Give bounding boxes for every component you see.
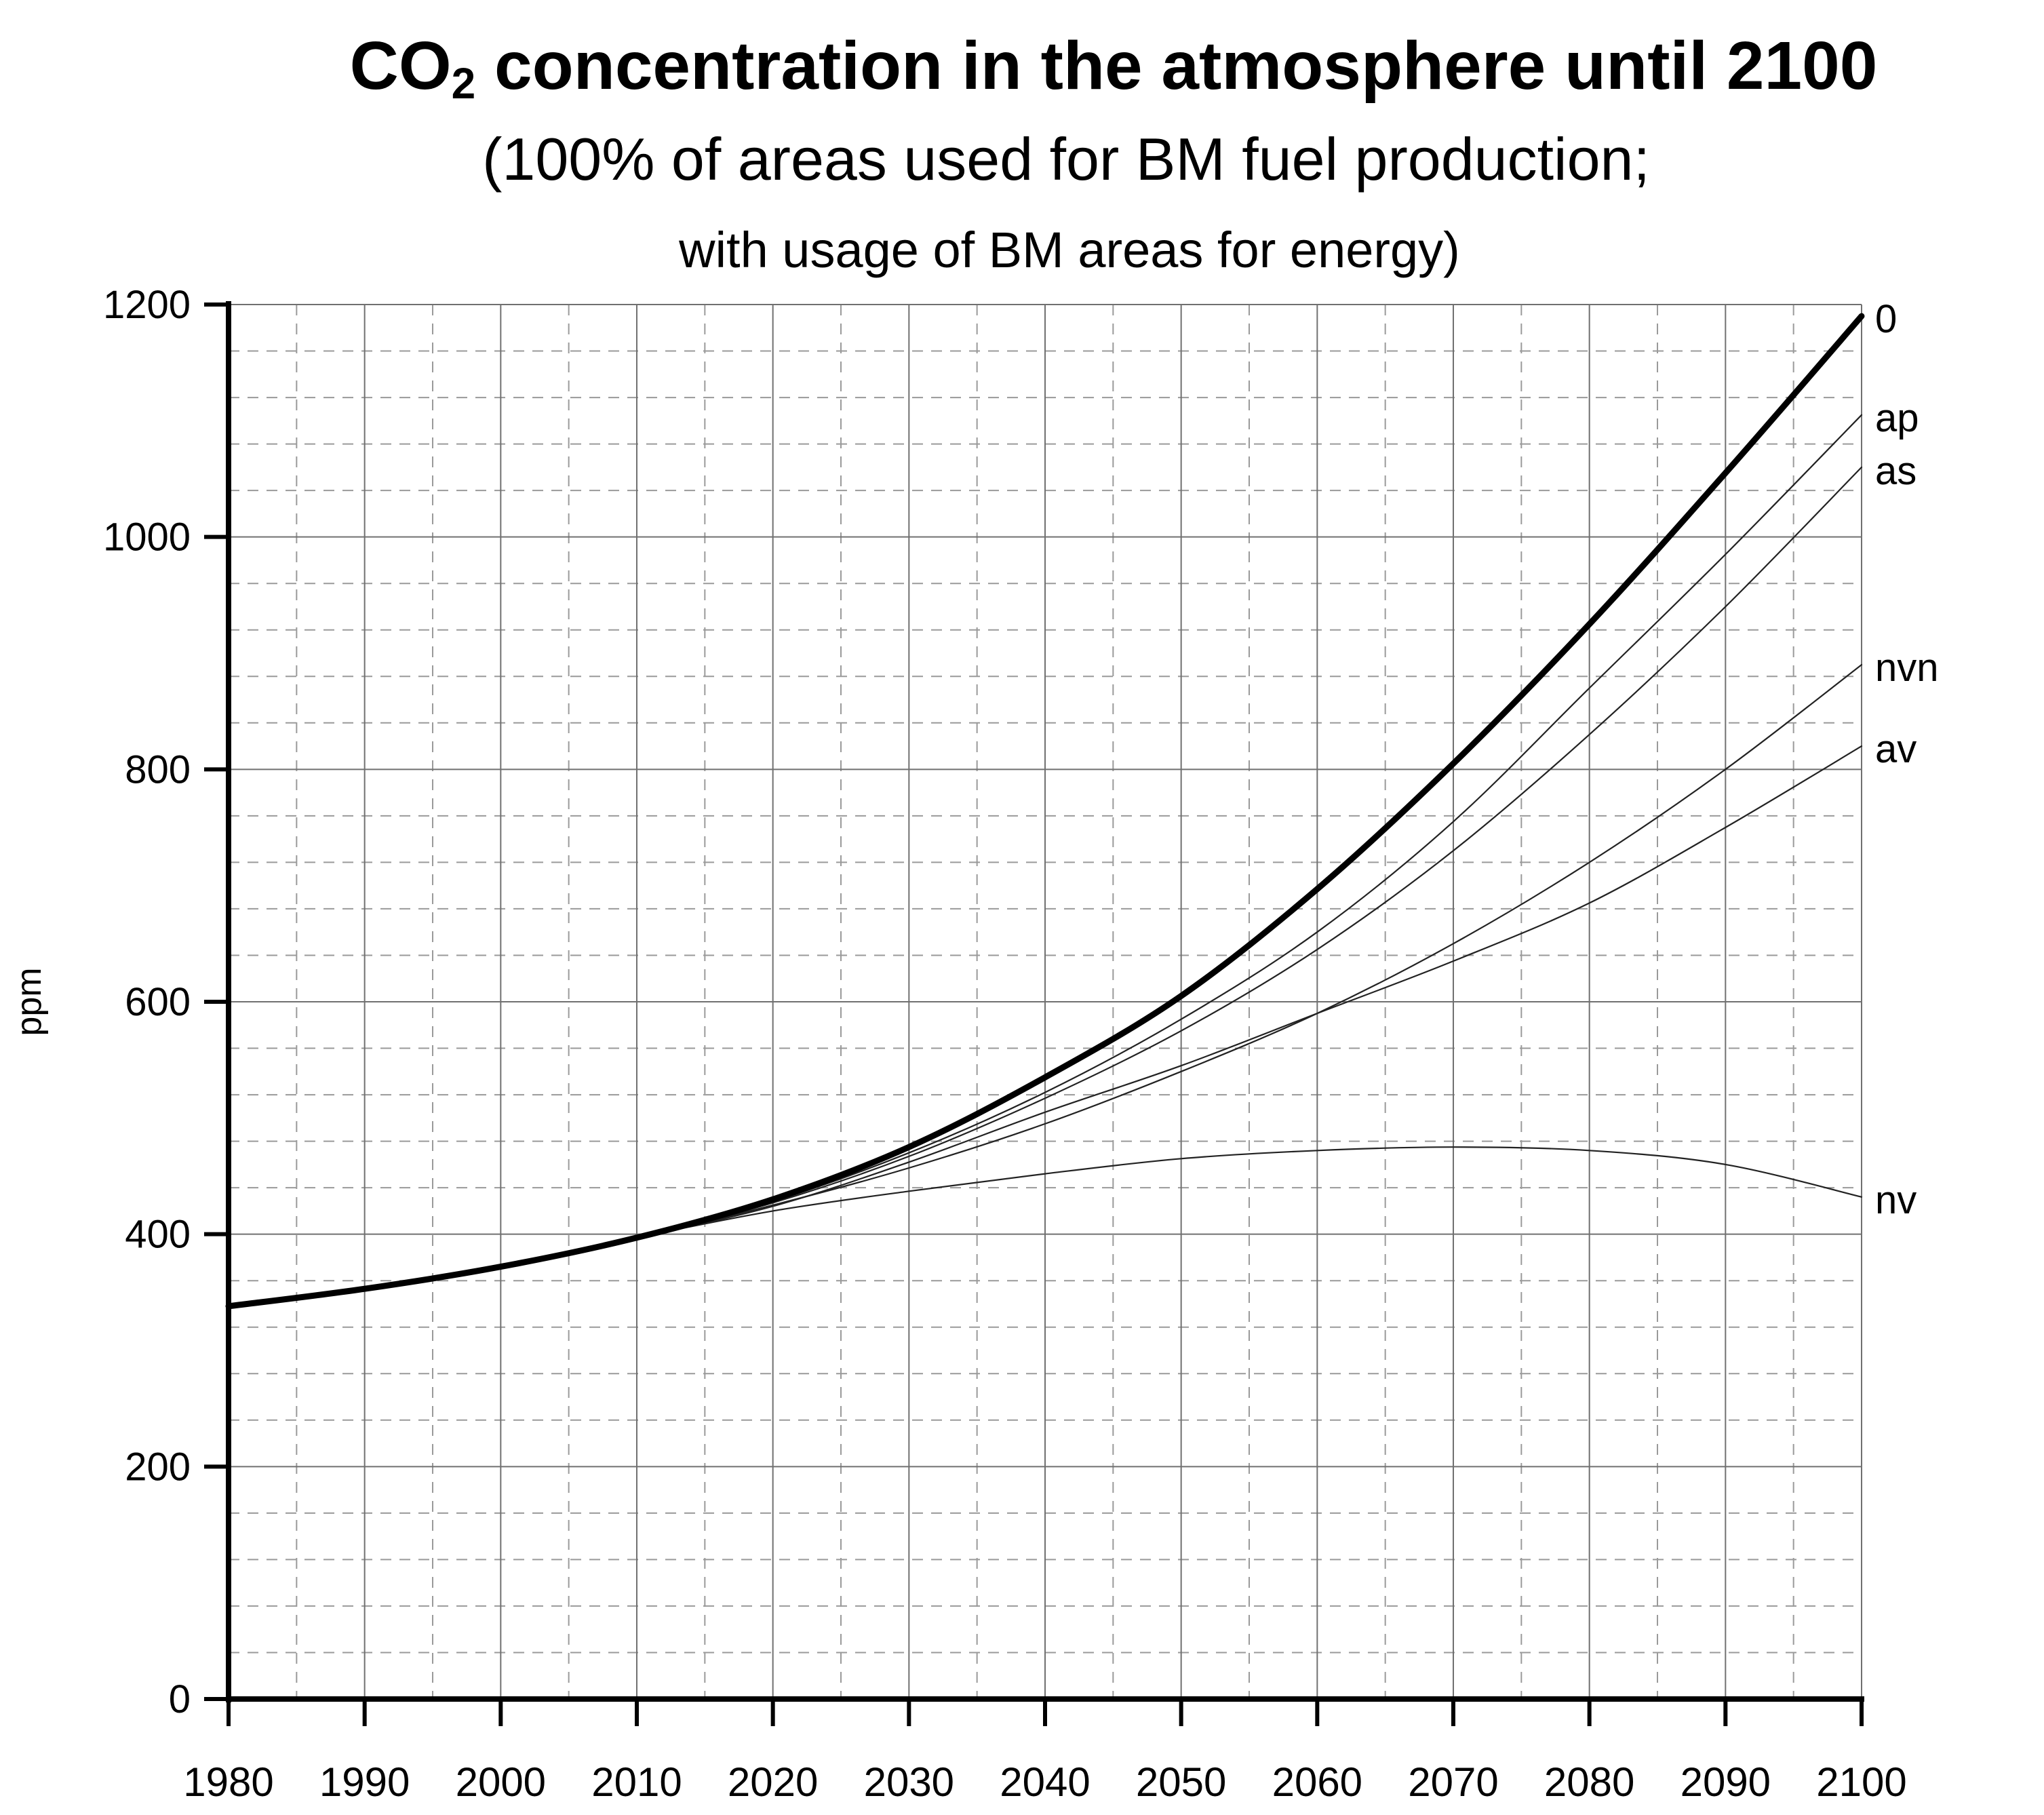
y-tick-label: 0 — [169, 1677, 191, 1721]
x-tick-label: 2080 — [1544, 1759, 1634, 1805]
x-tick-label: 2020 — [728, 1759, 818, 1805]
series-label-as: as — [1875, 449, 1917, 493]
series-label-ap: ap — [1875, 396, 1919, 440]
series-label-av: av — [1875, 727, 1917, 771]
x-tick-label: 2050 — [1136, 1759, 1226, 1805]
x-tick-label: 2030 — [864, 1759, 954, 1805]
x-tick-label: 2000 — [456, 1759, 546, 1805]
x-tick-label: 2070 — [1408, 1759, 1498, 1805]
x-tick-label: 2100 — [1816, 1759, 1906, 1805]
y-tick-label: 200 — [125, 1445, 191, 1489]
chart-title-subscript: 2 — [451, 59, 476, 108]
series-label-0: 0 — [1875, 297, 1897, 341]
series-label-nv: nv — [1875, 1178, 1917, 1222]
x-tick-label: 2060 — [1272, 1759, 1362, 1805]
grid-major — [229, 304, 1862, 1699]
x-tick-label: 2010 — [591, 1759, 682, 1805]
x-tick-label: 2040 — [1000, 1759, 1090, 1805]
y-tick-label: 1000 — [103, 515, 191, 560]
series-layer — [225, 313, 1865, 1310]
y-tick-label: 600 — [125, 980, 191, 1024]
chart-subtitle-line2: with usage of BM areas for energy) — [679, 222, 1460, 278]
chart-subtitle-line1: (100% of areas used for BM fuel producti… — [482, 125, 1650, 193]
labels: 0 ap as nvn av nv ppm — [9, 297, 1939, 1222]
x-tick-label: 1980 — [183, 1759, 273, 1805]
y-tick-label: 400 — [125, 1213, 191, 1257]
x-tick-label: 1990 — [319, 1759, 410, 1805]
ticks: 0 200 400 600 800 1000 1200 1980 1990 2000 2010 202… — [103, 283, 1907, 1805]
x-tick-label: 2090 — [1681, 1759, 1771, 1805]
y-tick-label: 800 — [125, 747, 191, 792]
chart-title: CO2 concentration in the atmosphere unti… — [349, 28, 1878, 108]
y-tick-label: 1200 — [103, 283, 191, 327]
y-axis-label: ppm — [9, 967, 49, 1036]
series-line-0 — [225, 313, 1865, 1310]
series-label-nvn: nvn — [1875, 646, 1939, 690]
